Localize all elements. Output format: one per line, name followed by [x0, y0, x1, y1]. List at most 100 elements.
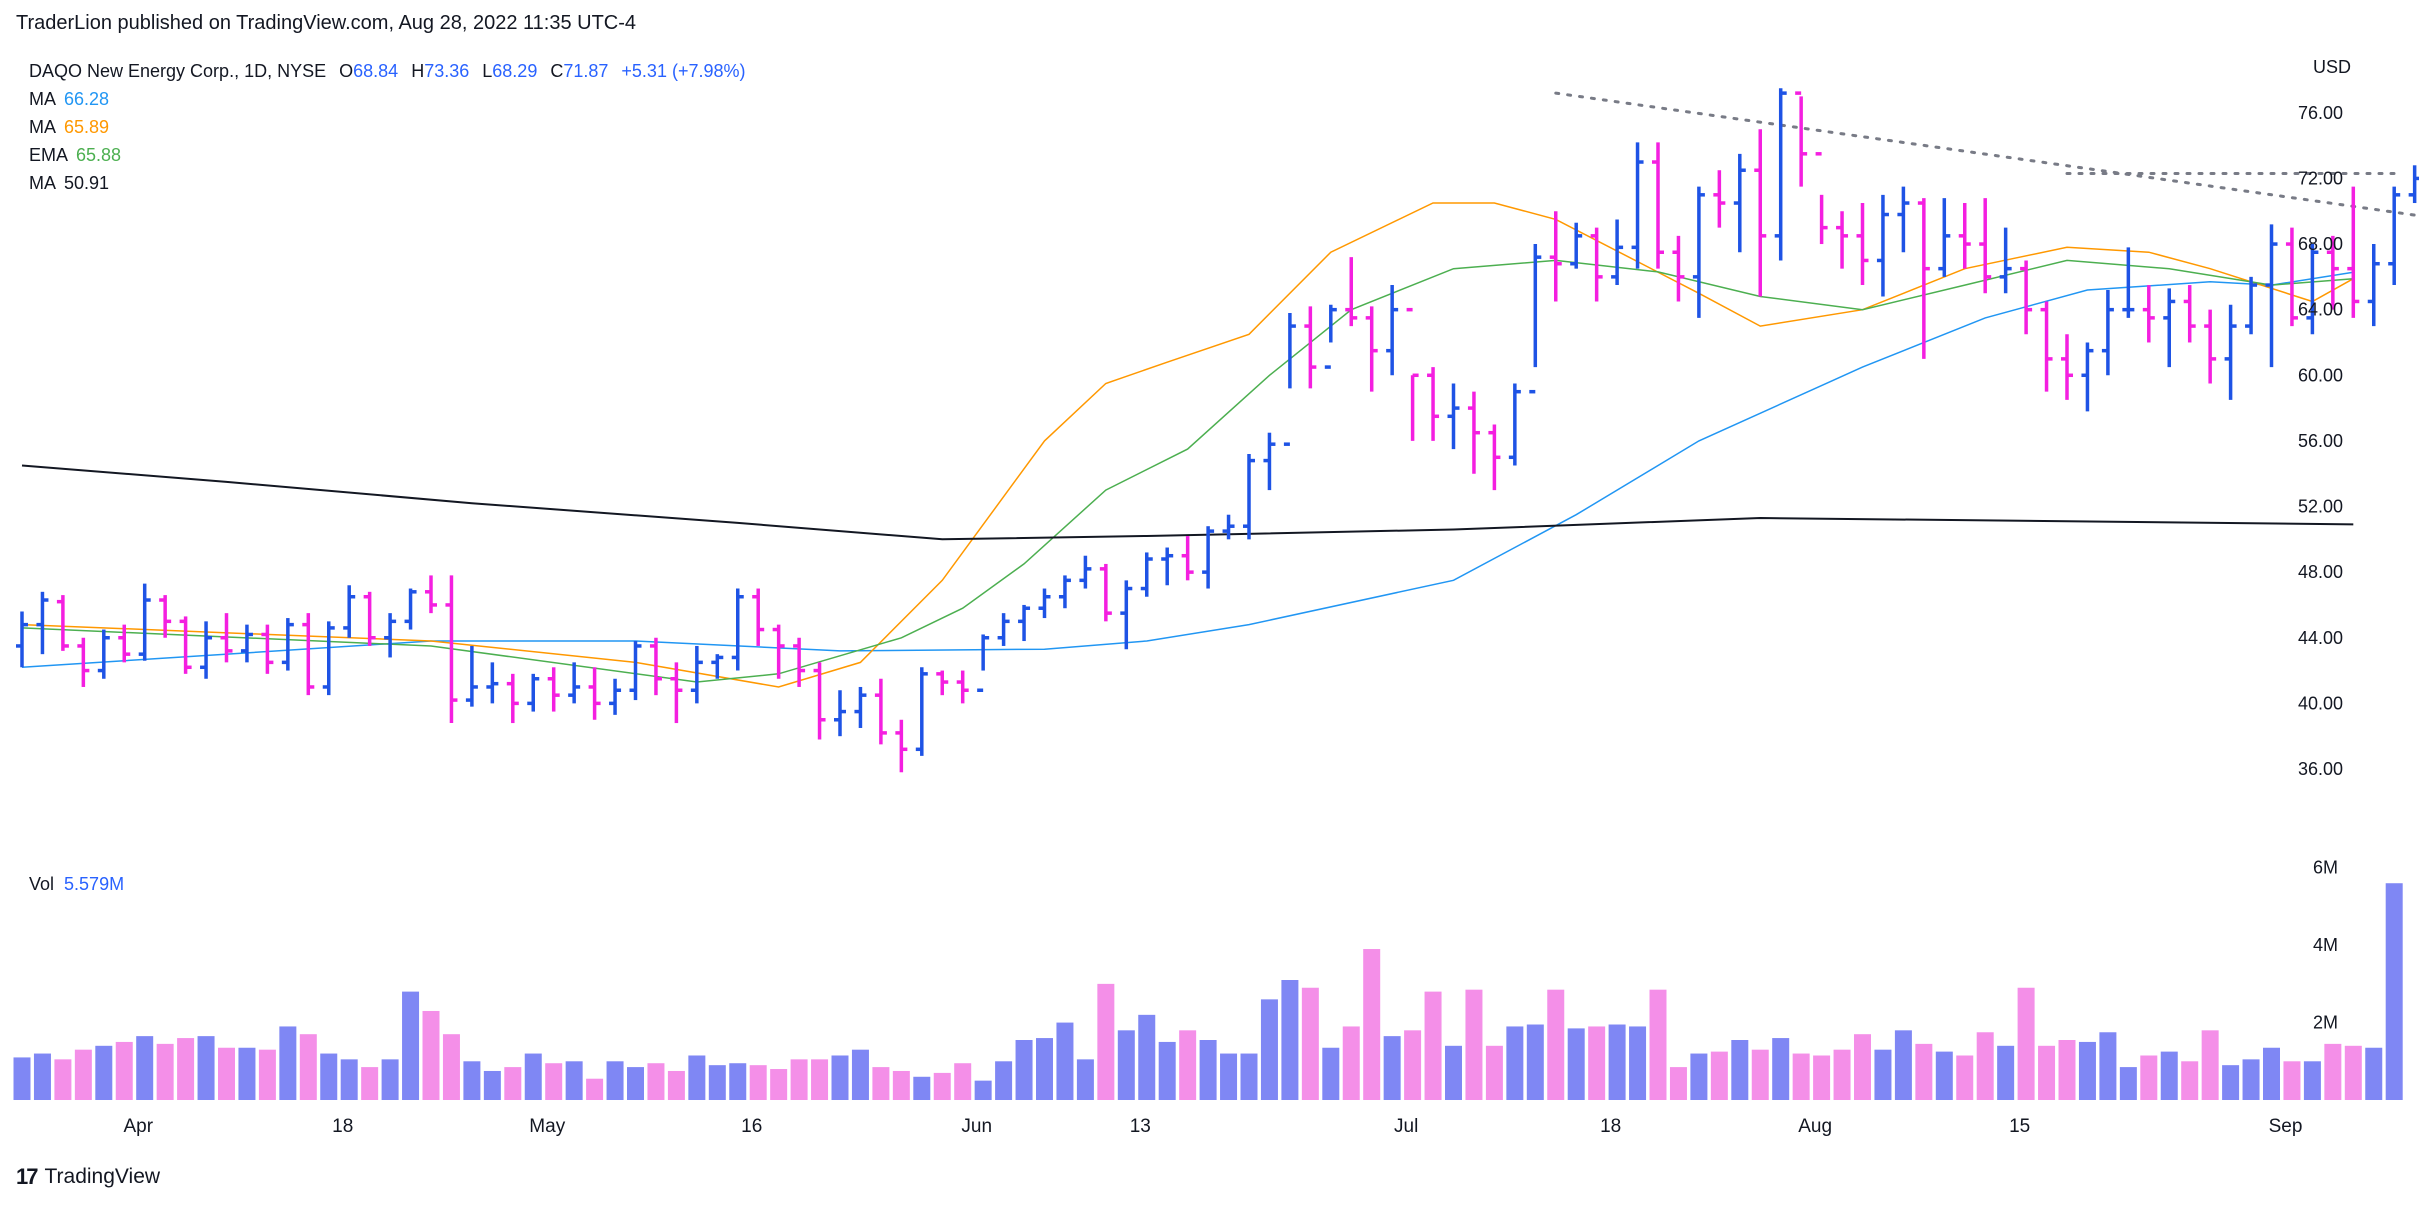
indicator-row-ema-green[interactable]: EMA 65.88: [29, 141, 754, 169]
volume-bar: [2365, 1047, 2383, 1100]
ohlc-bar: [1263, 432, 1276, 491]
ohlc-bar: [2142, 285, 2155, 343]
volume-bar: [1485, 1045, 1503, 1100]
ohlc-bar: [1836, 211, 1849, 269]
volume-bar: [1138, 1014, 1156, 1100]
volume-bar: [1301, 987, 1319, 1100]
price-axis[interactable]: 76.00 72.00 68.00 64.00 60.00 56.00 52.00 48.00…: [2298, 103, 2343, 779]
time-tick-label: 18: [1600, 1116, 1621, 1137]
ohlc-bar: [2081, 342, 2094, 412]
ohlc-bar: [588, 667, 601, 720]
volume-bar: [2344, 1045, 2362, 1100]
volume-axis: 6M 4M 2M: [2313, 858, 2338, 1033]
volume-bar: [1731, 1040, 1749, 1100]
ohlc-bar: [1652, 142, 1664, 269]
trendline: [1554, 91, 2419, 218]
indicator-value: 50.91: [64, 173, 110, 193]
close-label: C: [550, 61, 564, 81]
ohlc-bar: [1611, 219, 1624, 286]
ohlc-bar: [465, 645, 478, 707]
volume-bars: [13, 883, 2403, 1100]
ohlc-bar: [1979, 198, 1992, 294]
ohlc-bar: [281, 618, 294, 671]
ohlc-bar: [1795, 91, 1808, 187]
volume-bar: [1097, 983, 1115, 1100]
ohlc-bar: [568, 662, 581, 704]
volume-bar: [1976, 1032, 1994, 1100]
volume-bar: [545, 1063, 563, 1100]
ohlc-bar: [2061, 334, 2073, 400]
volume-legend[interactable]: Vol 5.579M: [29, 874, 124, 895]
volume-bar: [1015, 1040, 1033, 1100]
volume-bar: [1342, 1026, 1360, 1100]
price-tick-label: 56.00: [2298, 431, 2343, 451]
volume-bar: [892, 1070, 910, 1100]
volume-bar: [1383, 1036, 1401, 1100]
volume-bar: [218, 1047, 235, 1100]
price-tick-label: 72.00: [2298, 168, 2343, 188]
volume-bar: [2201, 1030, 2219, 1100]
ohlc-bar: [1099, 563, 1112, 622]
indicator-row-ma-blue[interactable]: MA 66.28: [29, 85, 754, 113]
ohlc-bar: [1733, 153, 1746, 253]
volume-tick-label: 4M: [2313, 935, 2338, 955]
ohlc-bar: [1447, 383, 1460, 450]
volume-bar: [872, 1067, 890, 1100]
ohlc-bar: [2306, 244, 2319, 335]
volume-bar: [708, 1065, 726, 1100]
time-tick-label: May: [529, 1116, 565, 1137]
time-tick-label: 16: [741, 1116, 762, 1137]
volume-bar: [2242, 1059, 2260, 1100]
volume-bar: [647, 1063, 665, 1100]
time-axis[interactable]: Apr 18 May 16 Jun 13 Jul 18 Aug 15 Sep: [123, 1116, 2302, 1137]
ohlc-bar: [915, 667, 928, 756]
ohlc-bar: [1508, 383, 1521, 466]
ohlc-bar: [1181, 536, 1194, 581]
ohlc-bar: [118, 624, 131, 663]
high-value: 73.36: [424, 61, 470, 81]
price-tick-label: 60.00: [2298, 365, 2343, 385]
change-value: +5.31 (+7.98%): [621, 61, 746, 81]
volume-bar: [2222, 1065, 2240, 1100]
indicator-value: 66.28: [64, 89, 110, 109]
time-tick-label: Jul: [1394, 1116, 1418, 1137]
ohlc-bar: [1938, 198, 1951, 277]
time-tick-label: Jun: [961, 1116, 992, 1137]
ohlc-bar: [854, 686, 867, 728]
ohlc-bar: [384, 613, 397, 658]
volume-bar: [54, 1059, 72, 1100]
volume-bar: [770, 1069, 788, 1100]
volume-bar: [2038, 1045, 2056, 1100]
ohlc-bar: [1754, 129, 1767, 297]
volume-bar: [361, 1067, 379, 1100]
volume-bar: [995, 1061, 1013, 1100]
volume-bar: [811, 1059, 829, 1100]
ohlc-bar: [16, 611, 28, 668]
volume-bar: [790, 1059, 808, 1100]
volume-bar: [1669, 1067, 1687, 1100]
volume-bar: [933, 1072, 951, 1100]
volume-bar: [1036, 1038, 1053, 1100]
volume-bar: [2078, 1041, 2096, 1100]
volume-bar: [197, 1036, 215, 1100]
price-tick-label: 36.00: [2298, 759, 2343, 779]
time-tick-label: Sep: [2269, 1116, 2303, 1137]
indicator-row-ma-black[interactable]: MA 50.91: [29, 169, 754, 197]
volume-bar: [1281, 980, 1299, 1100]
ohlc-bar: [2020, 260, 2033, 335]
volume-bar: [2017, 987, 2035, 1100]
volume-bar: [1956, 1055, 1974, 1100]
volume-bar: [1915, 1043, 1933, 1100]
symbol-name[interactable]: DAQO New Energy Corp., 1D, NYSE: [29, 61, 327, 81]
volume-bar: [913, 1076, 931, 1100]
ohlc-bar: [670, 662, 683, 724]
volume-bar: [524, 1053, 542, 1100]
volume-bar: [1751, 1049, 1769, 1100]
ohlc-bar: [343, 585, 356, 638]
volume-bar: [13, 1057, 31, 1100]
time-tick-label: Apr: [123, 1116, 153, 1137]
ohlc-bar: [2204, 309, 2217, 384]
indicator-row-ma-orange[interactable]: MA 65.89: [29, 113, 754, 141]
volume-bar: [1465, 989, 1483, 1100]
